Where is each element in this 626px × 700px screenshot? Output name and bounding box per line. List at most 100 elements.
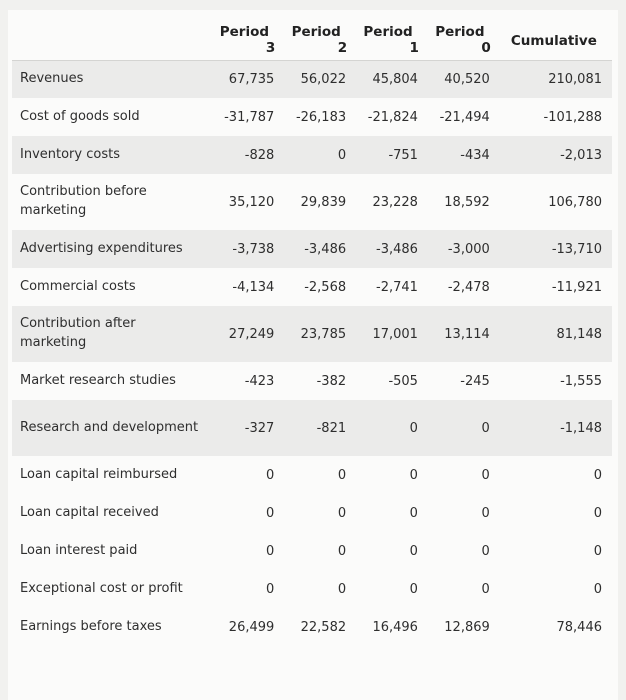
period-3-value: -3,738 [208, 230, 281, 268]
period-2-value: -26,183 [295, 109, 347, 125]
period-1-value: -3,486 [352, 230, 424, 268]
period-0-value: -21,494 [439, 109, 490, 125]
cumulative-value: 0 [593, 505, 602, 521]
cumulative-header: Cumulative [510, 33, 597, 50]
cumulative-value: 0 [593, 543, 602, 559]
period-3-value: 27,249 [208, 306, 281, 362]
table-row: Revenues 67,735 56,022 45,804 40,520 210… [12, 59, 612, 98]
table-row: Earnings before taxes 26,499 22,582 16,4… [12, 608, 612, 646]
period-3-value: 0 [266, 505, 275, 521]
period-2-value: 56,022 [280, 59, 353, 98]
period-1-value: -2,741 [376, 279, 418, 295]
table-row: Market research studies -423 -382 -505 -… [12, 362, 612, 400]
period-3-header: Period 3 [208, 10, 280, 60]
period-0-value: 40,520 [423, 59, 496, 98]
cumulative-value: -1,555 [560, 373, 602, 389]
period-3-value: -31,787 [224, 109, 275, 125]
table-row: Research and development -327 -821 0 0 -… [12, 400, 612, 456]
financial-statement-table-container: Period 3 Period 2 Period 1 Period 0 Cumu… [8, 10, 618, 700]
period-2-value: 0 [337, 467, 347, 483]
period-1-value: -21,824 [367, 109, 418, 125]
period-2-value: 22,582 [300, 619, 347, 635]
row-label: Contribution after marketing [12, 306, 209, 362]
table-row: Commercial costs -4,134 -2,568 -2,741 -2… [12, 268, 612, 306]
period-0-value: 13,114 [423, 306, 496, 362]
period-3-value: -4,134 [232, 279, 275, 295]
header-line1: Period [435, 24, 485, 40]
period-3-value: 0 [266, 543, 275, 559]
period-2-value: 0 [337, 543, 347, 559]
period-0-value: -2,478 [447, 279, 490, 295]
row-label: Cost of goods sold [20, 108, 140, 124]
table-row: Contribution after marketing 27,249 23,7… [12, 306, 612, 362]
row-label: Research and development [12, 400, 209, 456]
period-1-value: 0 [409, 505, 418, 521]
header-line1: Period [219, 24, 270, 40]
period-1-value: -505 [388, 373, 418, 389]
header-line1: Period [363, 24, 413, 40]
cumulative-value: 78,446 [556, 619, 603, 635]
period-1-value: 0 [409, 543, 418, 559]
period-0-header: Period 0 [424, 10, 496, 60]
row-label: Contribution before marketing [20, 184, 147, 218]
header-line1: Period [291, 24, 341, 40]
cumulative-value: 106,780 [548, 194, 602, 210]
cumulative-value: -101,288 [543, 109, 602, 125]
table-row: Cost of goods sold -31,787 -26,183 -21,8… [12, 98, 612, 136]
cumulative-value: -2,013 [495, 136, 612, 174]
row-label: Advertising expenditures [12, 230, 209, 268]
header-line2: 3 [265, 40, 276, 56]
row-label: Inventory costs [12, 136, 209, 174]
cumulative-value: 0 [593, 581, 602, 597]
period-3-value: -423 [244, 373, 275, 389]
table-row: Loan interest paid 0 0 0 0 0 [12, 532, 612, 570]
period-2-header: Period 2 [280, 10, 352, 60]
table-row: Exceptional cost or profit 0 0 0 0 0 [12, 570, 612, 608]
period-2-value: 0 [337, 505, 347, 521]
row-label: Loan capital received [20, 504, 159, 520]
period-3-value: 0 [266, 467, 275, 483]
table-row: Inventory costs -828 0 -751 -434 -2,013 [12, 136, 612, 174]
period-1-value: 0 [409, 467, 418, 483]
period-1-value: 0 [352, 400, 424, 456]
period-2-value: -821 [280, 400, 353, 456]
cumulative-value: 81,148 [495, 306, 612, 362]
header-line2: 1 [409, 40, 419, 56]
row-label: Commercial costs [20, 278, 136, 294]
period-1-header: Period 1 [352, 10, 424, 60]
table-header-row: Period 3 Period 2 Period 1 Period 0 Cumu… [12, 10, 612, 60]
cumulative-value: -13,710 [495, 230, 612, 268]
period-2-value: 29,839 [300, 194, 347, 210]
period-0-value: -434 [423, 136, 496, 174]
period-0-value: 0 [481, 581, 490, 597]
period-0-value: -245 [460, 373, 490, 389]
period-1-value: 17,001 [352, 306, 424, 362]
period-1-value: -751 [352, 136, 424, 174]
period-2-value: 0 [280, 136, 353, 174]
row-label: Loan interest paid [20, 542, 138, 558]
cumulative-value: 0 [593, 467, 602, 483]
period-0-value: 0 [481, 505, 490, 521]
row-label: Earnings before taxes [20, 618, 162, 634]
period-1-value: 0 [409, 581, 418, 597]
period-0-value: -3,000 [423, 230, 496, 268]
period-2-value: 23,785 [280, 306, 353, 362]
period-2-value: -2,568 [304, 279, 347, 295]
row-label: Revenues [12, 59, 209, 98]
period-3-value: -327 [208, 400, 281, 456]
cumulative-value: -1,148 [495, 400, 612, 456]
period-1-value: 45,804 [352, 59, 424, 98]
period-0-value: 0 [481, 543, 490, 559]
row-label: Loan capital reimbursed [20, 466, 178, 482]
cumulative-value: -11,921 [551, 279, 602, 295]
financial-statement-table: Period 3 Period 2 Period 1 Period 0 Cumu… [12, 10, 612, 646]
period-3-value: 26,499 [228, 619, 275, 635]
period-0-value: 0 [423, 400, 496, 456]
period-0-value: 0 [481, 467, 490, 483]
table-row: Advertising expenditures -3,738 -3,486 -… [12, 230, 612, 268]
period-2-value: 0 [337, 581, 347, 597]
table-row: Loan capital received 0 0 0 0 0 [12, 494, 612, 532]
period-0-value: 12,869 [444, 619, 490, 635]
header-line2: 0 [481, 40, 491, 56]
row-label: Exceptional cost or profit [20, 580, 183, 596]
